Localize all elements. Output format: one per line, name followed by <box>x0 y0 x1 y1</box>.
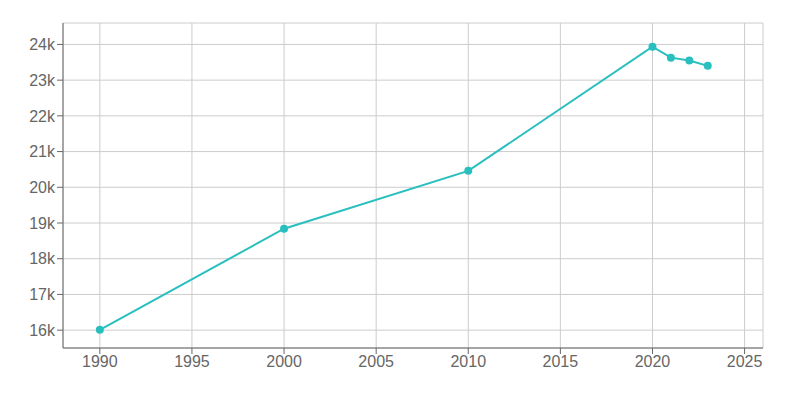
svg-text:19k: 19k <box>29 215 56 232</box>
svg-text:18k: 18k <box>29 250 56 267</box>
svg-text:23k: 23k <box>29 72 56 89</box>
svg-text:1995: 1995 <box>174 353 210 370</box>
svg-text:2015: 2015 <box>543 353 579 370</box>
svg-text:21k: 21k <box>29 143 56 160</box>
svg-text:2020: 2020 <box>635 353 671 370</box>
svg-text:2025: 2025 <box>727 353 763 370</box>
svg-text:20k: 20k <box>29 179 56 196</box>
svg-text:16k: 16k <box>29 322 56 339</box>
svg-text:2010: 2010 <box>450 353 486 370</box>
svg-text:2005: 2005 <box>358 353 394 370</box>
svg-text:2000: 2000 <box>266 353 302 370</box>
svg-text:17k: 17k <box>29 286 56 303</box>
svg-text:22k: 22k <box>29 108 56 125</box>
svg-text:1990: 1990 <box>82 353 118 370</box>
svg-text:24k: 24k <box>29 36 56 53</box>
